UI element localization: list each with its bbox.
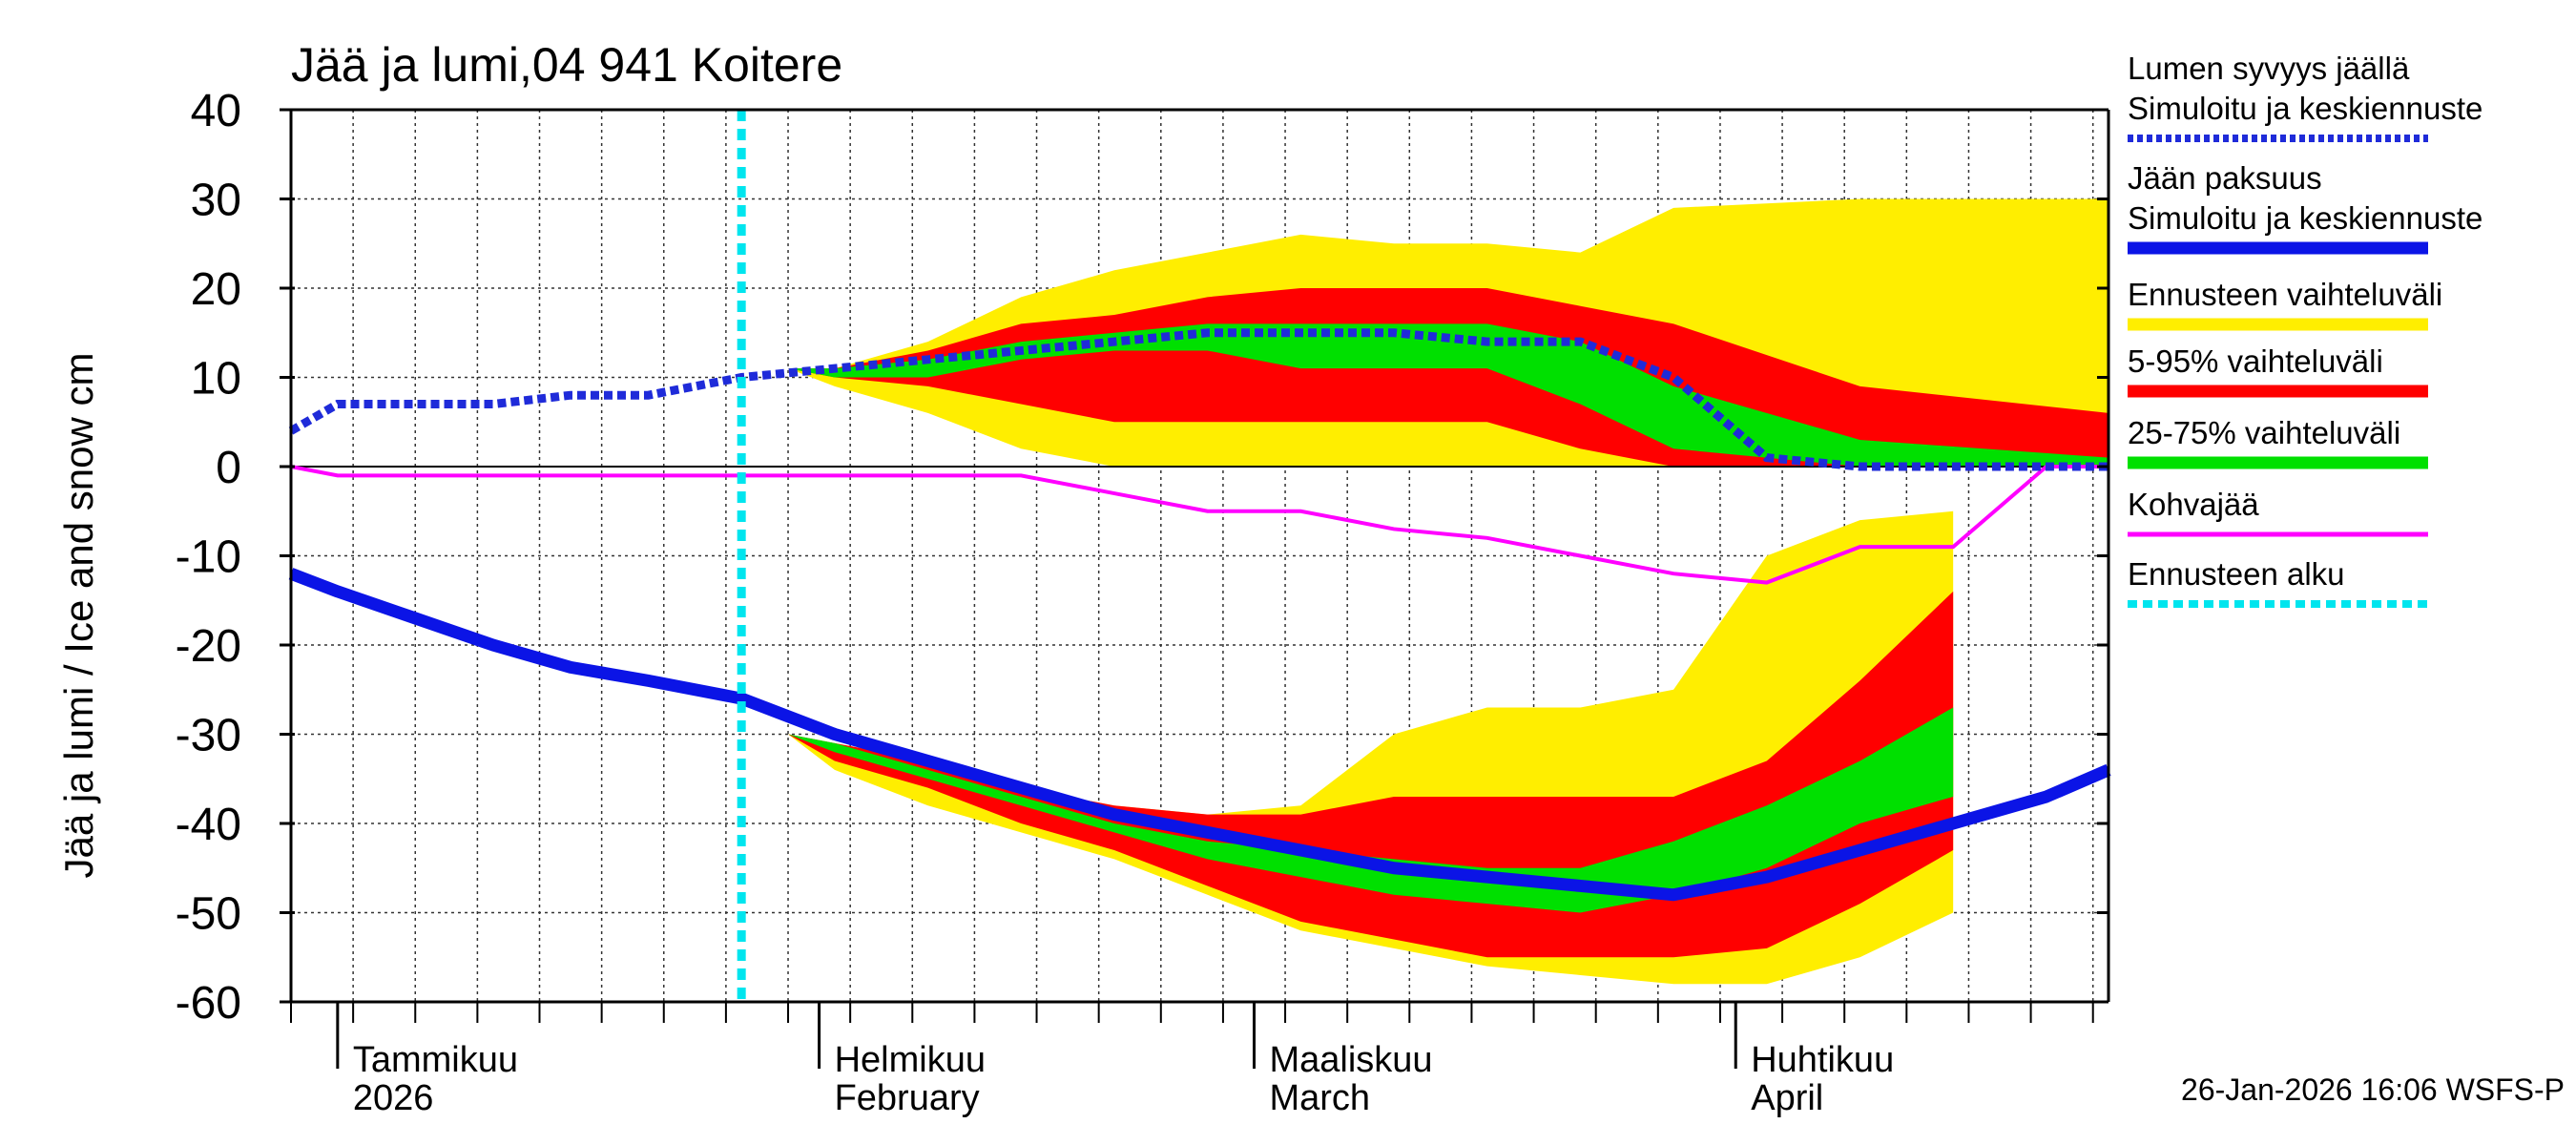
y-tick-label: -30	[176, 711, 241, 761]
y-tick-label: -50	[176, 889, 241, 940]
y-tick-label: -10	[176, 532, 241, 583]
month-label-fi: Helmikuu	[835, 1040, 986, 1080]
ice-thickness-line	[288, 568, 2111, 902]
y-tick-label: 30	[191, 176, 241, 226]
legend-label: Ennusteen alku	[2128, 556, 2345, 592]
footer-timestamp: 26-Jan-2026 16:06 WSFS-P	[2181, 1072, 2565, 1107]
month-label-en: April	[1751, 1078, 1823, 1118]
legend-label: Lumen syvyys jäällä	[2128, 51, 2410, 86]
ice-25-75-band	[788, 707, 1954, 913]
forecast-bands	[788, 198, 2109, 985]
slush-line	[290, 465, 2109, 585]
y-tick-label: 20	[191, 264, 241, 315]
snow-25-75-band	[788, 323, 2109, 467]
legend-sublabel: Simuloitu ja keskiennuste	[2128, 200, 2483, 236]
month-label-en: 2026	[353, 1078, 434, 1118]
legend-label: 5-95% vaihteluväli	[2128, 344, 2383, 379]
month-label-en: March	[1269, 1078, 1370, 1118]
legend-label: Jään paksuus	[2128, 160, 2322, 196]
y-axis-label: Jää ja lumi / Ice and snow cm	[56, 353, 101, 879]
y-tick-label: -40	[176, 800, 241, 850]
y-tick-label: 0	[216, 443, 241, 493]
y-tick-label: 40	[191, 86, 241, 136]
legend: Lumen syvyys jäällä Simuloitu ja keskienn…	[2128, 51, 2483, 608]
legend-label: 25-75% vaihteluväli	[2128, 415, 2400, 450]
snow-depth-line	[288, 328, 2109, 471]
y-tick-label: -60	[176, 978, 241, 1029]
month-label-fi: Maaliskuu	[1269, 1040, 1432, 1080]
legend-label: Ennusteen vaihteluväli	[2128, 277, 2442, 312]
month-label-en: February	[835, 1078, 980, 1118]
chart-title: Jää ja lumi,04 941 Koitere	[291, 38, 842, 92]
legend-sublabel: Simuloitu ja keskiennuste	[2128, 91, 2483, 126]
month-label-fi: Huhtikuu	[1751, 1040, 1894, 1080]
series-lines	[288, 110, 2111, 1002]
y-tick-label: -20	[176, 621, 241, 672]
y-tick-label: 10	[191, 354, 241, 405]
legend-label: Kohvajää	[2128, 487, 2259, 522]
month-label-fi: Tammikuu	[353, 1040, 518, 1080]
